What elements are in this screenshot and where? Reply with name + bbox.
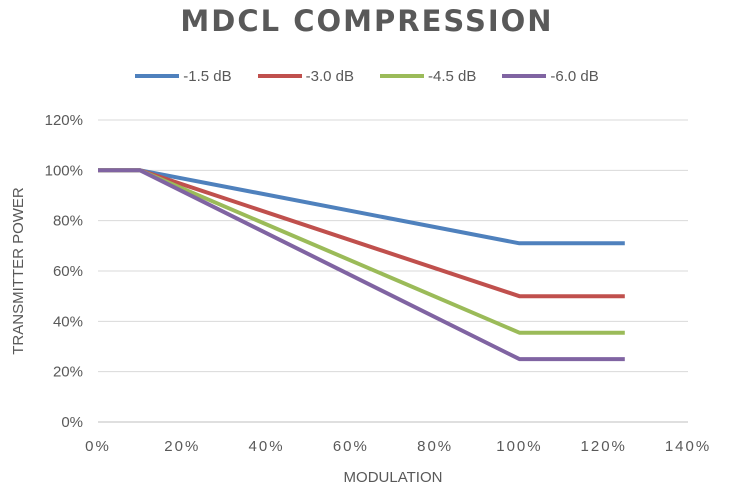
y-tick-label: 20% — [53, 364, 83, 381]
series-line-4 — [98, 168, 625, 362]
y-tick-label: 120% — [45, 112, 83, 129]
x-axis-label: MODULATION — [344, 469, 443, 486]
y-axis-label: TRANSMITTER POWER — [10, 187, 27, 355]
legend-swatch — [380, 74, 424, 78]
chart-title: MDCL COMPRESSION — [180, 4, 554, 38]
x-tick-label: 40% — [249, 438, 285, 455]
legend-item-2: -3.0 dB — [257, 67, 354, 85]
y-tick-label: 0% — [61, 414, 83, 431]
legend-label: -4.5 dB — [428, 67, 477, 85]
legend: -1.5 dB -3.0 dB -4.5 dB -6.0 dB — [0, 65, 734, 87]
y-tick-label: 80% — [53, 213, 83, 230]
legend-item-4: -6.0 dB — [502, 67, 599, 85]
x-tick-label: 20% — [164, 438, 200, 455]
legend-item-3: -4.5 dB — [380, 68, 476, 85]
y-axis-ticks: 0% 20% 40% 60% 80% 100% 120% — [45, 112, 83, 431]
x-tick-label: 100% — [496, 438, 542, 455]
y-tick-label: 60% — [53, 263, 83, 280]
legend-label: -6.0 dB — [550, 67, 599, 85]
x-tick-label: 80% — [417, 438, 453, 455]
legend-swatch — [257, 74, 302, 78]
legend-label: -3.0 dB — [305, 67, 354, 85]
legend-swatch — [135, 74, 180, 78]
x-tick-label: 120% — [581, 438, 627, 455]
y-tick-label: 40% — [53, 313, 83, 330]
legend-label: -1.5 dB — [183, 67, 232, 85]
x-tick-label: 0% — [85, 438, 111, 455]
series-line-3 — [98, 168, 625, 335]
x-tick-label: 140% — [665, 438, 711, 455]
gridlines — [98, 119, 688, 423]
legend-swatch — [502, 74, 547, 78]
series-lines — [98, 168, 625, 362]
x-axis-ticks: 0% 20% 40% 60% 80% 100% 120% 140% — [85, 438, 711, 455]
y-tick-label: 100% — [45, 162, 83, 179]
legend-item-1: -1.5 dB — [135, 67, 232, 85]
x-tick-label: 60% — [333, 438, 369, 455]
